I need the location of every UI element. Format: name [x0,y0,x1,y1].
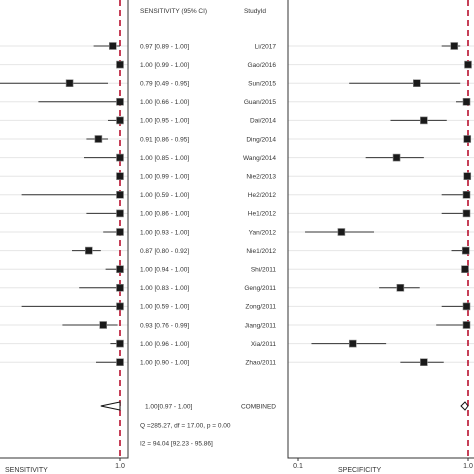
spec-point [392,153,401,162]
spec-point [461,265,469,274]
spec-point [464,60,472,69]
spec-point [461,246,470,255]
ci-text: 0.79 [0.49 - 0.95] [140,81,189,88]
sens-point [116,358,124,367]
sens-tick-label: 1.0 [115,463,125,470]
spec-point [420,358,428,367]
combined-ci-text: 1.00[0.97 - 1.00] [145,403,193,410]
sens-point [94,135,103,143]
spec-point [337,228,346,236]
spec-point [348,339,357,348]
sens-point [116,283,124,292]
combined-label: COMBINED [241,403,276,410]
ci-text: 0.97 [0.89 - 1.00] [140,43,189,50]
study-label: Li/2017 [255,43,277,50]
study-label: Zong/2011 [245,304,276,311]
ci-text: 1.00 [0.99 - 1.00] [140,174,189,181]
spec-tick-label: 0.1 [293,463,303,470]
sens-combined-diamond [100,401,121,411]
spec-point [420,116,428,125]
study-label: Xia/2011 [251,341,277,348]
spec-point [463,172,472,180]
ci-text: 1.00 [0.59 - 1.00] [140,304,189,311]
ci-column-header: SENSITIVITY (95% CI) [140,8,207,15]
study-label: Wang/2014 [243,155,276,162]
ci-text: 1.00 [0.96 - 1.00] [140,341,189,348]
study-label: He1/2012 [248,211,277,218]
ci-text: 1.00 [0.99 - 1.00] [140,62,189,69]
ci-text: 1.00 [0.59 - 1.00] [140,192,189,199]
sens-point [116,116,124,125]
sens-point [116,153,124,162]
study-label: Jiang/2011 [245,322,277,329]
spec-point [462,321,471,329]
sens-point [65,79,74,87]
spec-tick-label: 1.0 [463,463,473,470]
spec-point [463,135,472,143]
spec-point [462,98,471,106]
spec-point [462,209,471,218]
sens-point [116,265,124,274]
spec-axis-label: SPECIFICITY [338,467,382,474]
ci-text: 1.00 [0.90 - 1.00] [140,360,189,367]
ci-text: 1.00 [0.94 - 1.00] [140,267,189,274]
sens-point [116,209,124,218]
study-label: Shi/2011 [251,267,277,274]
ci-text: 1.00 [0.66 - 1.00] [140,99,189,106]
study-label: He2/2012 [248,192,277,199]
sens-point [116,60,124,69]
study-label: Nie2/2013 [246,174,276,181]
ci-text: 0.87 [0.80 - 0.92] [140,248,189,255]
study-label: Sun/2015 [248,81,276,88]
study-label: Dai/2014 [250,118,276,125]
study-label: Geng/2011 [244,285,276,292]
sens-panel-frame [0,0,129,459]
study-label: Ding/2014 [246,136,276,143]
ci-text: 1.00 [0.95 - 1.00] [140,118,189,125]
spec-combined-diamond [460,401,469,411]
study-label: Gao/2016 [247,62,276,69]
sens-point [116,98,124,106]
study-label: Yan/2012 [249,229,277,236]
ci-text: 0.93 [0.76 - 0.99] [140,322,189,329]
study-column-header: StudyId [244,8,266,15]
study-label: Guan/2015 [244,99,277,106]
ci-text: 1.00 [0.93 - 1.00] [140,229,189,236]
sens-point [116,339,124,348]
spec-point [462,191,471,199]
heterogeneity-q: Q =285.27, df = 17.00, p = 0.00 [140,422,231,429]
study-label: Zhao/2011 [245,360,276,367]
sens-axis-label: SENSITIVITY [5,467,48,474]
ci-text: 0.91 [0.86 - 0.95] [140,136,189,143]
sens-point [109,42,117,50]
sens-point [116,172,124,180]
spec-point [396,283,405,292]
sens-point [99,321,107,329]
heterogeneity-i2: I2 = 94.04 [92.23 - 95.86] [140,440,213,447]
ci-text: 1.00 [0.85 - 1.00] [140,155,189,162]
ci-text: 1.00 [0.83 - 1.00] [140,285,189,292]
ci-text: 1.00 [0.86 - 1.00] [140,211,189,218]
sens-point [116,302,124,311]
sens-point [116,191,124,199]
spec-point [450,42,459,50]
study-label: Nie1/2012 [246,248,276,255]
spec-panel-frame [287,0,474,459]
spec-point [462,302,471,311]
spec-point [413,79,421,87]
sens-point [116,228,124,236]
sens-point [85,246,93,255]
